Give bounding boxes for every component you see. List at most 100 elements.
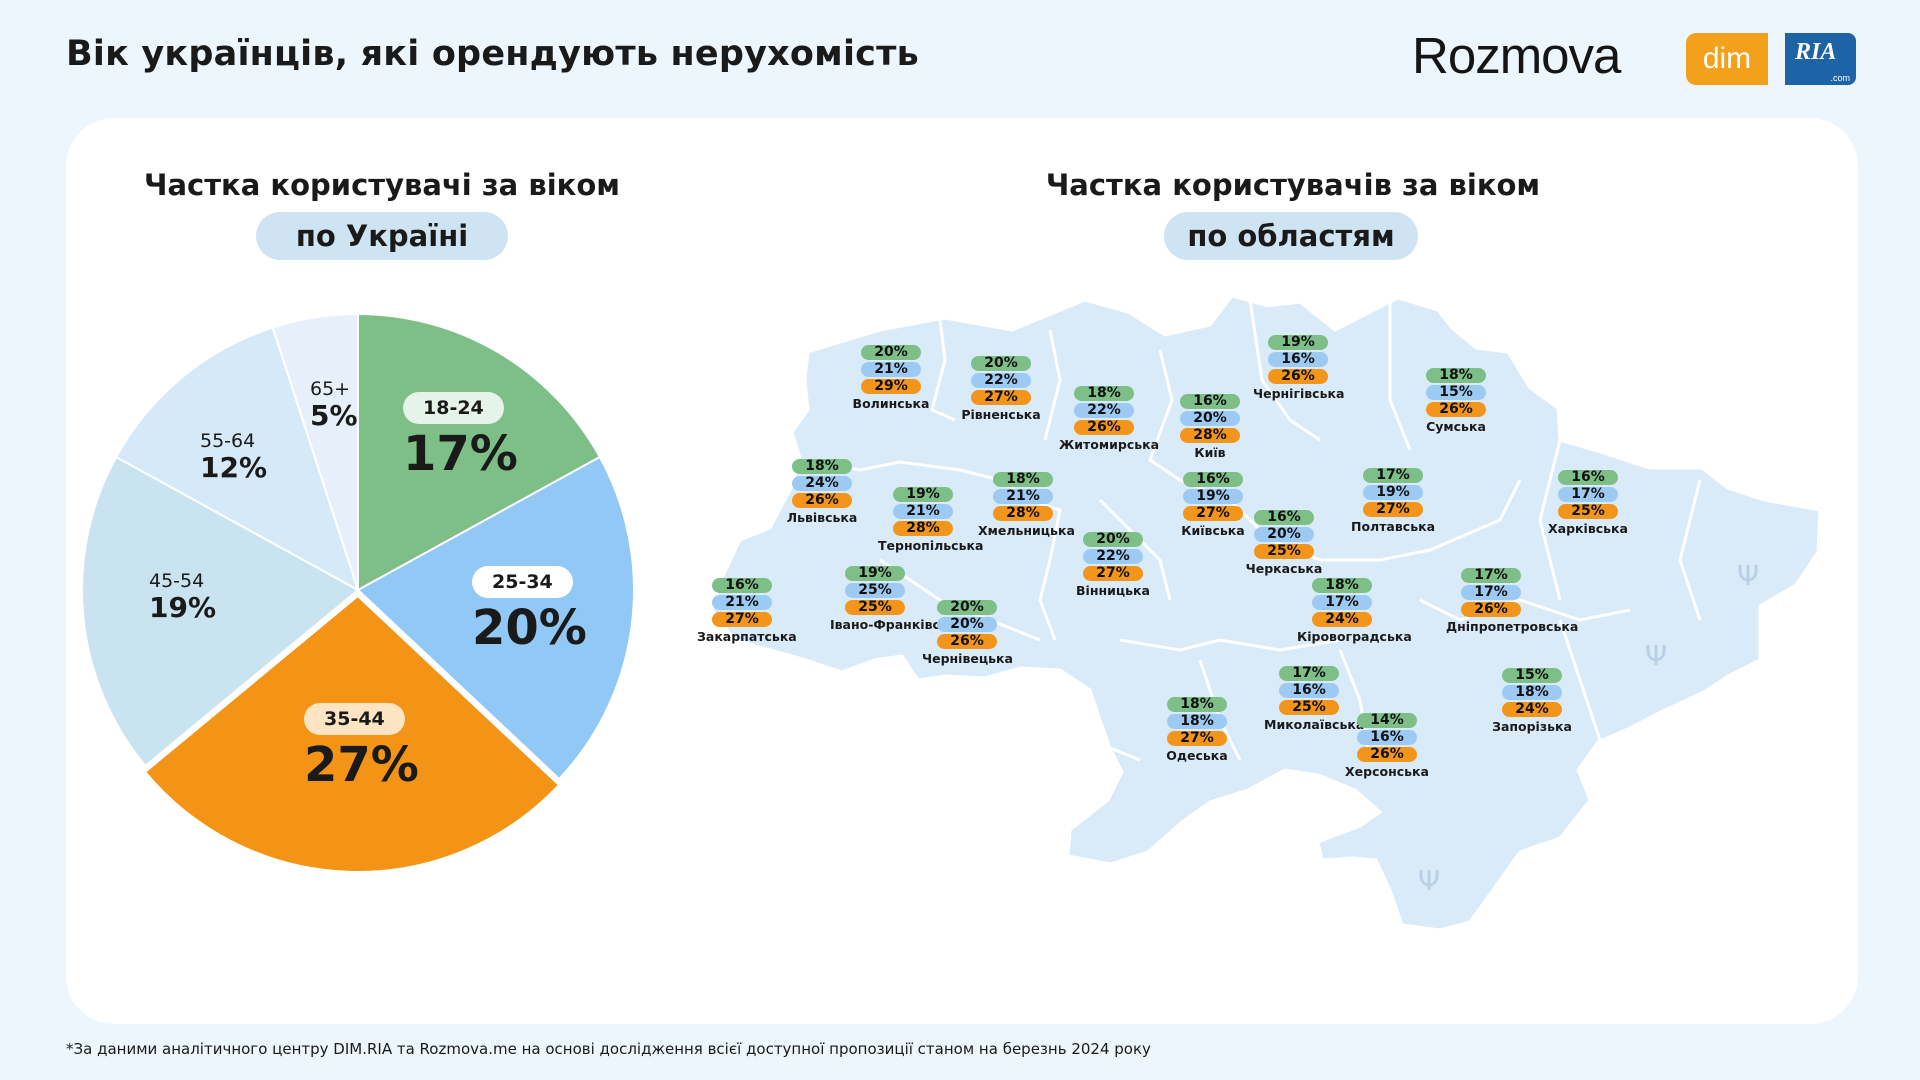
trident-icons: Ψ Ψ Ψ [1418,559,1759,897]
map-pill: по областям [1164,212,1418,260]
region-label: 19% 16% 26% Чернігівська [1253,335,1345,402]
region-name: Хмельницька [978,523,1075,538]
region-name: Київська [1181,523,1245,538]
region-value-blue: 18% [1167,714,1227,729]
region-name: Чернігівська [1253,386,1345,401]
region-value-orange: 27% [1183,506,1243,521]
region-name: Запорізька [1492,719,1572,734]
pie-slice-25-34 [356,455,635,781]
region-name: Черкаська [1245,561,1323,576]
pie-value: 12% [200,451,268,484]
region-label: 16% 20% 25% Черкаська [1239,510,1329,577]
region-name: Івано-Франківська [830,617,965,632]
dim-logo[interactable]: dim [1686,33,1768,85]
region-value-green: 18% [1426,368,1486,383]
region-value-blue: 19% [1363,485,1423,500]
pie-label-25-34: 25-34 20% [472,566,587,658]
pie-label-45-54: 45-54 19% [149,570,216,624]
region-name: Полтавська [1350,519,1436,534]
region-value-orange: 25% [845,600,905,615]
pie-chart-title: Частка користувачі за віком [144,168,620,202]
region-value-green: 17% [1279,666,1339,681]
region-value-green: 19% [893,487,953,502]
region-name: Рівненська [961,407,1041,422]
region-value-blue: 17% [1461,585,1521,600]
region-label: 17% 17% 26% Дніпропетровська [1446,568,1579,635]
region-value-green: 19% [1268,335,1328,350]
ria-logo[interactable]: RIA .com [1785,33,1856,85]
pie-label-65+: 65+ 5% [310,378,358,432]
region-value-blue: 21% [712,595,772,610]
region-value-blue: 18% [1502,685,1562,700]
region-value-blue: 22% [1083,549,1143,564]
region-value-orange: 27% [1083,566,1143,581]
region-label: 16% 20% 28% Київ [1165,394,1255,460]
region-value-green: 20% [861,345,921,360]
region-label: 14% 16% 26% Херсонська [1342,713,1432,780]
region-value-orange: 28% [993,506,1053,521]
region-label: 19% 25% 25% Івано-Франківська [830,566,965,633]
region-value-green: 20% [1083,532,1143,547]
region-value-orange: 27% [712,612,772,627]
region-label: 20% 21% 29% Волинська [846,345,936,412]
pie-category: 55-64 [200,430,256,452]
region-name: Вінницька [1076,583,1150,598]
rozmova-logo[interactable]: Rozmova [1412,27,1621,84]
region-label: 16% 19% 27% Київська [1168,472,1258,539]
region-value-green: 18% [1167,697,1227,712]
region-label: 17% 16% 25% Миколаївська [1264,666,1364,733]
region-value-orange: 24% [1312,612,1372,627]
region-label: 20% 22% 27% Вінницька [1068,532,1158,599]
pie-label-18-24: 18-24 17% [403,392,518,484]
region-value-orange: 27% [1363,502,1423,517]
region-value-orange: 24% [1502,702,1562,717]
region-value-orange: 26% [1074,420,1134,435]
region-value-green: 16% [1254,510,1314,525]
region-name: Дніпропетровська [1446,619,1579,634]
region-value-blue: 20% [937,617,997,632]
region-value-orange: 26% [937,634,997,649]
region-name: Херсонська [1345,764,1429,779]
region-value-blue: 24% [792,476,852,491]
region-value-blue: 20% [1180,411,1240,426]
trident-icon: Ψ [1737,559,1759,592]
region-value-blue: 21% [861,362,921,377]
region-value-blue: 20% [1254,527,1314,542]
region-value-green: 18% [993,472,1053,487]
region-value-green: 17% [1363,468,1423,483]
region-value-orange: 25% [1558,504,1618,519]
region-value-green: 18% [1312,578,1372,593]
region-value-orange: 26% [792,493,852,508]
trident-icon: Ψ [1645,639,1667,672]
pie-value: 5% [310,399,358,432]
region-name: Закарпатська [697,629,797,644]
region-value-orange: 26% [1461,602,1521,617]
region-name: Львівська [786,510,858,525]
pie-label-35-44: 35-44 27% [304,703,419,795]
region-value-blue: 17% [1558,487,1618,502]
pie-slice-18-24 [357,312,602,592]
trident-icon: Ψ [1418,864,1440,897]
region-value-orange: 28% [1180,428,1240,443]
region-value-green: 18% [1074,386,1134,401]
pie-category-pill: 25-34 [472,566,573,598]
region-label: 20% 22% 27% Рівненська [956,356,1046,423]
region-label: 18% 15% 26% Сумська [1411,368,1501,434]
region-label: 18% 21% 28% Хмельницька [978,472,1075,539]
ria-logo-text: RIA [1795,39,1837,65]
region-label: 16% 21% 27% Закарпатська [697,578,797,645]
region-name: Тернопільська [878,538,984,553]
region-value-orange: 26% [1426,402,1486,417]
region-value-blue: 19% [1183,489,1243,504]
region-value-orange: 27% [1167,731,1227,746]
region-value-blue: 16% [1279,683,1339,698]
region-value-blue: 15% [1426,385,1486,400]
region-value-blue: 21% [893,504,953,519]
region-value-orange: 29% [861,379,921,394]
region-label: 20% 20% 26% Чернівецька [922,600,1013,667]
region-value-blue: 17% [1312,595,1372,610]
region-value-blue: 22% [1074,403,1134,418]
region-value-blue: 16% [1357,730,1417,745]
pie-slice-55-64 [114,326,360,593]
